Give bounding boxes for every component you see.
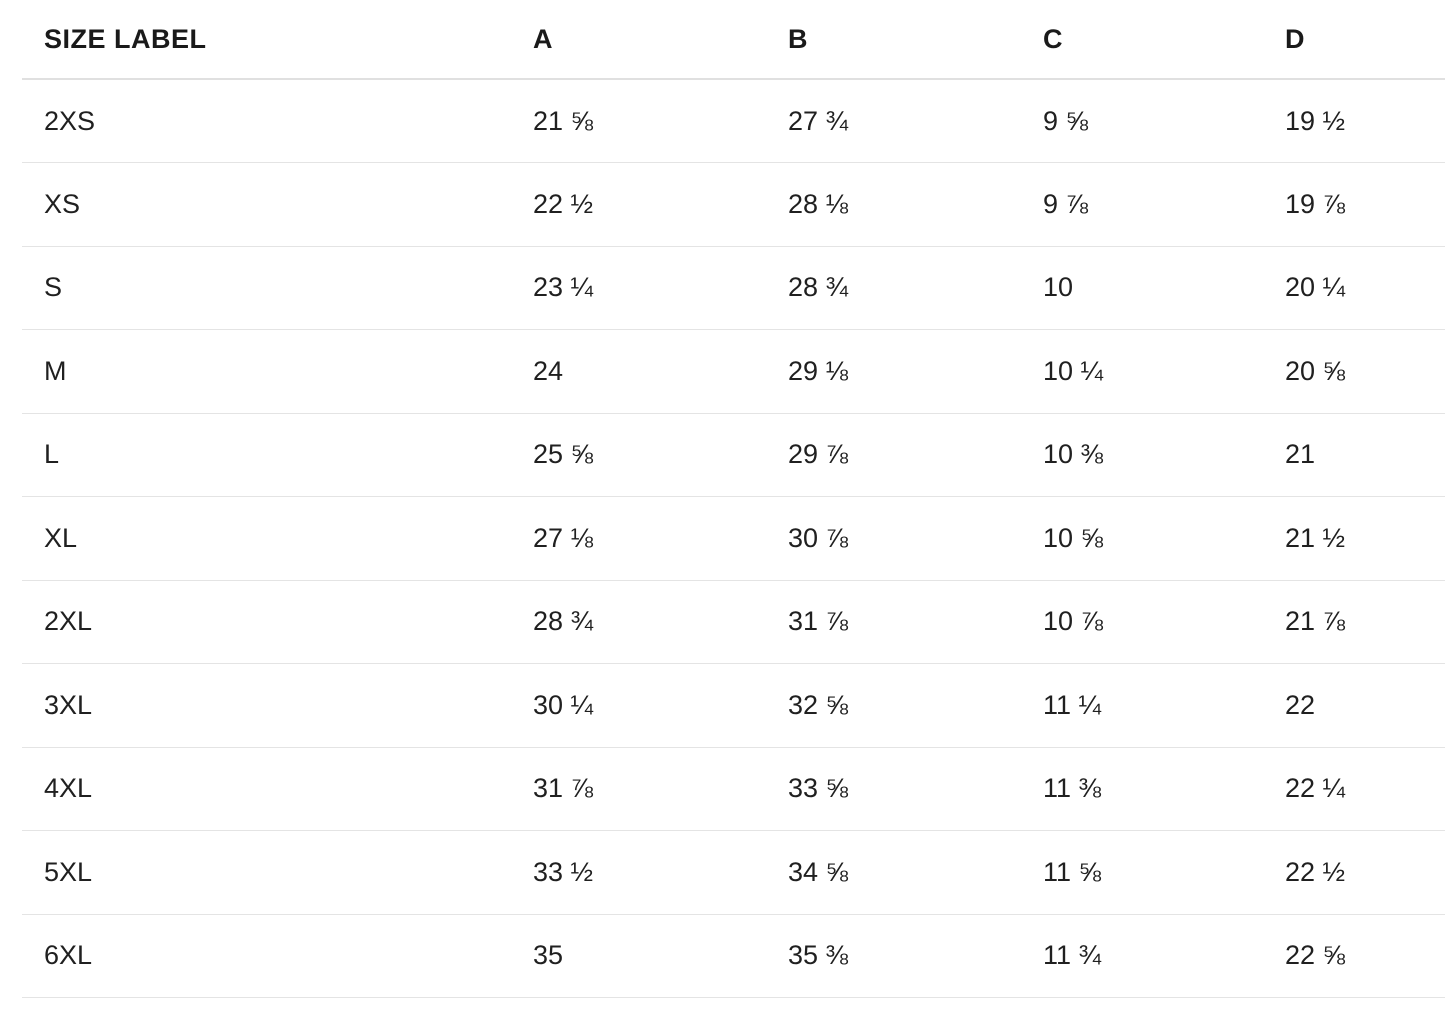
size-label-cell: 2XL — [22, 580, 533, 664]
measurement-cell: 21 — [1285, 413, 1445, 497]
measurement-cell: 24 — [533, 329, 788, 414]
measurement-cell: 27 ¾ — [788, 79, 1043, 163]
measurement-cell: 11 ¾ — [1043, 914, 1285, 998]
size-label-cell: 4XL — [22, 747, 533, 831]
column-header-b: B — [788, 0, 1043, 80]
measurement-cell: 30 ¼ — [533, 663, 788, 748]
measurement-cell: 29 ⅞ — [788, 413, 1043, 497]
measurement-cell: 21 ⅝ — [533, 79, 788, 163]
header-row: SIZE LABEL A B C D — [22, 0, 1445, 80]
measurement-cell: 9 ⅞ — [1043, 162, 1285, 247]
column-header-a: A — [533, 0, 788, 80]
measurement-cell: 31 ⅞ — [788, 580, 1043, 664]
measurement-cell: 10 ⅞ — [1043, 580, 1285, 664]
measurement-cell: 9 ⅝ — [1043, 79, 1285, 163]
measurement-cell: 20 ⅝ — [1285, 329, 1445, 414]
table-header: SIZE LABEL A B C D — [22, 0, 1445, 80]
measurement-cell: 21 ½ — [1285, 496, 1445, 581]
size-label-cell: 6XL — [22, 914, 533, 998]
measurement-cell: 10 — [1043, 246, 1285, 330]
measurement-cell: 22 ½ — [1285, 830, 1445, 915]
measurement-cell: 19 ⅞ — [1285, 162, 1445, 247]
measurement-cell: 31 ⅞ — [533, 747, 788, 831]
measurement-cell: 21 ⅞ — [1285, 580, 1445, 664]
size-label-cell: L — [22, 413, 533, 497]
column-header-size-label: SIZE LABEL — [22, 0, 533, 80]
measurement-cell: 32 ⅝ — [788, 663, 1043, 748]
table-row: XL 27 ⅛ 30 ⅞ 10 ⅝ 21 ½ — [22, 496, 1445, 581]
measurement-cell: 23 ¼ — [533, 246, 788, 330]
measurement-cell: 22 ⅝ — [1285, 914, 1445, 998]
measurement-cell: 11 ¼ — [1043, 663, 1285, 748]
table-row: 5XL 33 ½ 34 ⅝ 11 ⅝ 22 ½ — [22, 830, 1445, 915]
measurement-cell: 19 ½ — [1285, 79, 1445, 163]
measurement-cell: 10 ¼ — [1043, 329, 1285, 414]
table-row: 4XL 31 ⅞ 33 ⅝ 11 ⅜ 22 ¼ — [22, 747, 1445, 831]
table-row: S 23 ¼ 28 ¾ 10 20 ¼ — [22, 246, 1445, 330]
table-row: 2XL 28 ¾ 31 ⅞ 10 ⅞ 21 ⅞ — [22, 580, 1445, 664]
table-row: L 25 ⅝ 29 ⅞ 10 ⅜ 21 — [22, 413, 1445, 497]
measurement-cell: 22 — [1285, 663, 1445, 748]
measurement-cell: 22 ½ — [533, 162, 788, 247]
measurement-cell: 11 ⅝ — [1043, 830, 1285, 915]
column-header-d: D — [1285, 0, 1445, 80]
size-label-cell: M — [22, 329, 533, 414]
measurement-cell: 35 ⅜ — [788, 914, 1043, 998]
measurement-cell: 29 ⅛ — [788, 329, 1043, 414]
table-row: 3XL 30 ¼ 32 ⅝ 11 ¼ 22 — [22, 663, 1445, 748]
column-header-c: C — [1043, 0, 1285, 80]
measurement-cell: 34 ⅝ — [788, 830, 1043, 915]
size-label-cell: XS — [22, 162, 533, 247]
size-label-cell: 3XL — [22, 663, 533, 748]
measurement-cell: 22 ¼ — [1285, 747, 1445, 831]
table-row: M 24 29 ⅛ 10 ¼ 20 ⅝ — [22, 329, 1445, 414]
size-label-cell: 5XL — [22, 830, 533, 915]
table-row: 6XL 35 35 ⅜ 11 ¾ 22 ⅝ — [22, 914, 1445, 998]
measurement-cell: 27 ⅛ — [533, 496, 788, 581]
measurement-cell: 33 ½ — [533, 830, 788, 915]
measurement-cell: 33 ⅝ — [788, 747, 1043, 831]
size-label-cell: 2XS — [22, 79, 533, 163]
measurement-cell: 20 ¼ — [1285, 246, 1445, 330]
measurement-cell: 30 ⅞ — [788, 496, 1043, 581]
size-label-cell: XL — [22, 496, 533, 581]
measurement-cell: 35 — [533, 914, 788, 998]
measurement-cell: 11 ⅜ — [1043, 747, 1285, 831]
measurement-cell: 28 ¾ — [533, 580, 788, 664]
measurement-cell: 28 ¾ — [788, 246, 1043, 330]
size-label-cell: S — [22, 246, 533, 330]
measurement-cell: 10 ⅝ — [1043, 496, 1285, 581]
measurement-cell: 28 ⅛ — [788, 162, 1043, 247]
measurement-cell: 10 ⅜ — [1043, 413, 1285, 497]
measurement-cell: 25 ⅝ — [533, 413, 788, 497]
